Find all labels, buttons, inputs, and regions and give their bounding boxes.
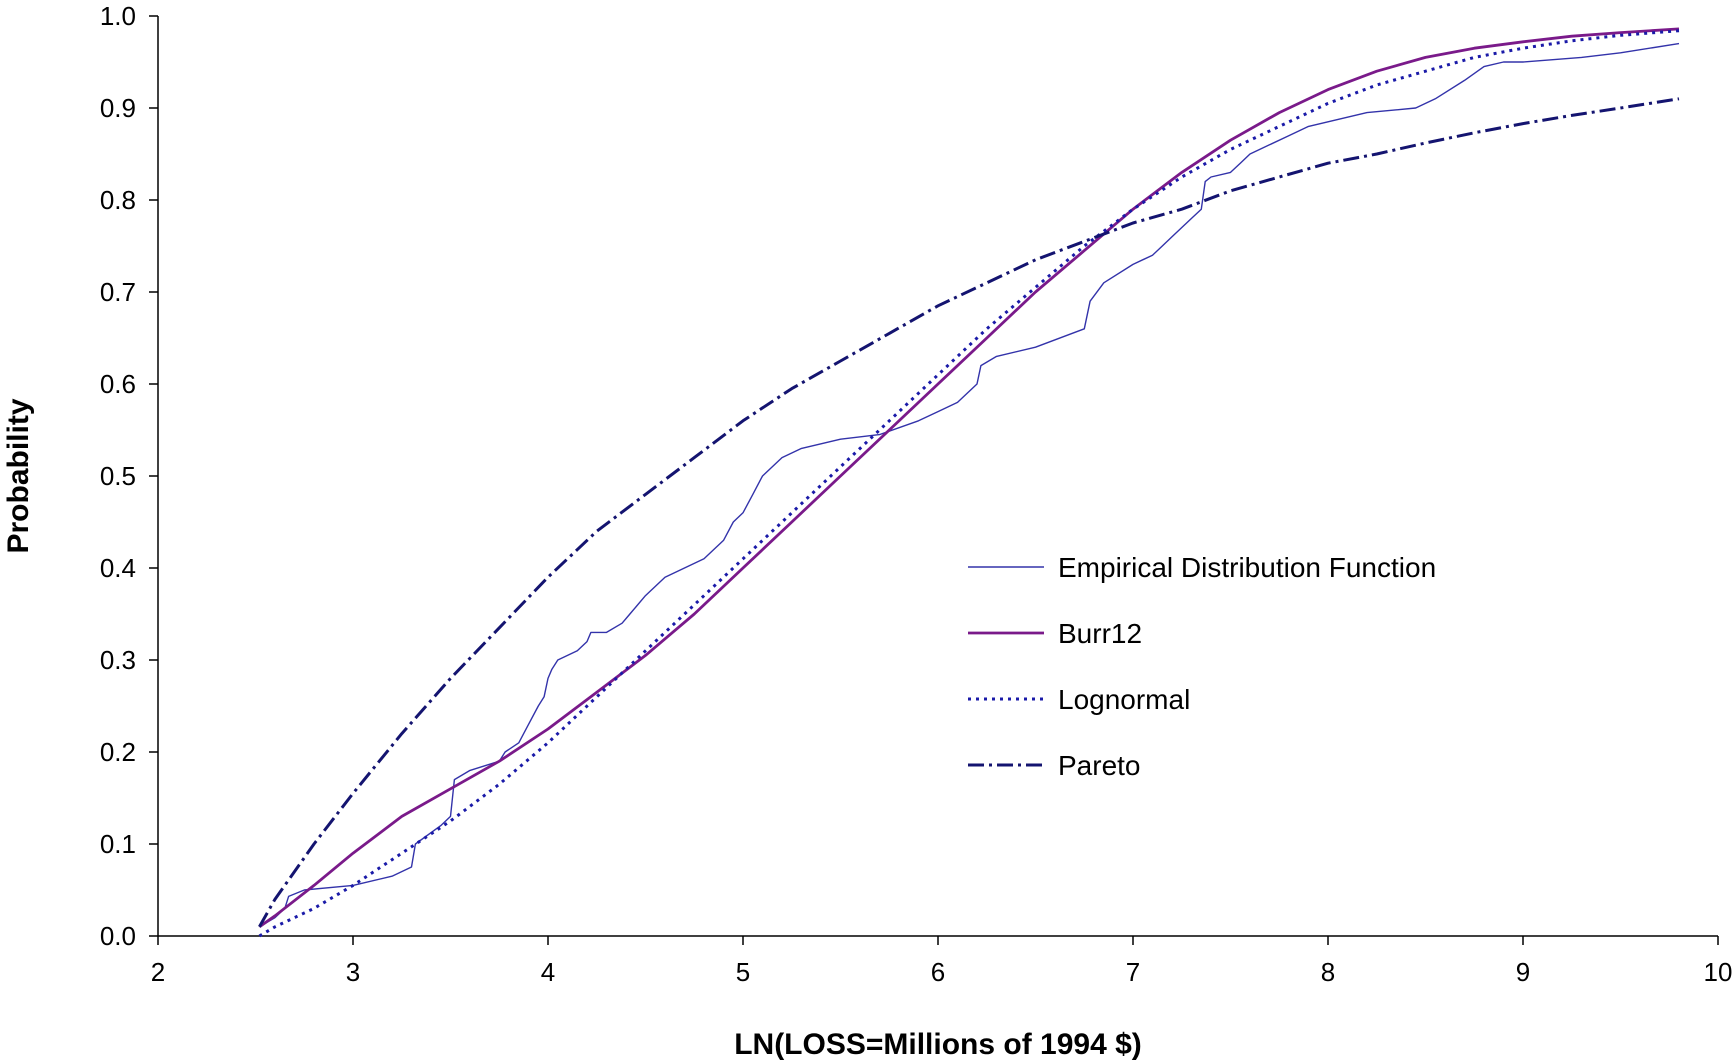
series-line-empirical-distribution-function	[259, 42, 1680, 928]
legend-label: Empirical Distribution Function	[1058, 552, 1436, 583]
x-tick-label: 3	[346, 957, 360, 987]
x-tick-label: 2	[151, 957, 165, 987]
x-tick-label: 10	[1704, 957, 1733, 987]
x-ticks: 2 3 4 5 6 7 8 9 10	[151, 936, 1733, 987]
y-tick-label: 0.5	[100, 461, 136, 491]
legend-label: Pareto	[1058, 750, 1141, 781]
y-axis-title: Probability	[2, 398, 35, 553]
x-tick-label: 4	[541, 957, 555, 987]
y-tick-label: 0.9	[100, 93, 136, 123]
y-tick-label: 1.0	[100, 1, 136, 31]
y-tick-label: 0.4	[100, 553, 136, 583]
y-tick-label: 0.8	[100, 185, 136, 215]
x-axis-title: LN(LOSS=Millions of 1994 $)	[734, 1028, 1142, 1061]
x-tick-label: 9	[1516, 957, 1530, 987]
y-tick-label: 0.3	[100, 645, 136, 675]
x-tick-label: 6	[931, 957, 945, 987]
y-tick-label: 0.0	[100, 921, 136, 951]
y-ticks: 0.0 0.1 0.2 0.3 0.4 0.5 0.6 0.7 0.8 0.9 1.0	[100, 1, 158, 951]
y-tick-label: 0.2	[100, 737, 136, 767]
y-tick-label: 0.7	[100, 277, 136, 307]
plot-area: 2 3 4 5 6 7 8 9 10 0.00.10.20.30.40.50.60.70.80.…	[100, 1, 1733, 987]
x-tick-label: 5	[736, 957, 750, 987]
series-group	[258, 27, 1680, 938]
y-tick-label: 0.6	[100, 369, 136, 399]
legend-label: Lognormal	[1058, 684, 1190, 715]
legend-label: Burr12	[1058, 618, 1142, 649]
series-line-pareto	[258, 97, 1680, 928]
x-tick-label: 8	[1321, 957, 1335, 987]
series-line-lognormal	[258, 29, 1680, 938]
series-line-burr12	[258, 27, 1680, 928]
legend: Empirical Distribution Function Burr12 Log…	[968, 552, 1436, 781]
y-tick-label: 0.1	[100, 829, 136, 859]
x-tick-label: 7	[1126, 957, 1140, 987]
